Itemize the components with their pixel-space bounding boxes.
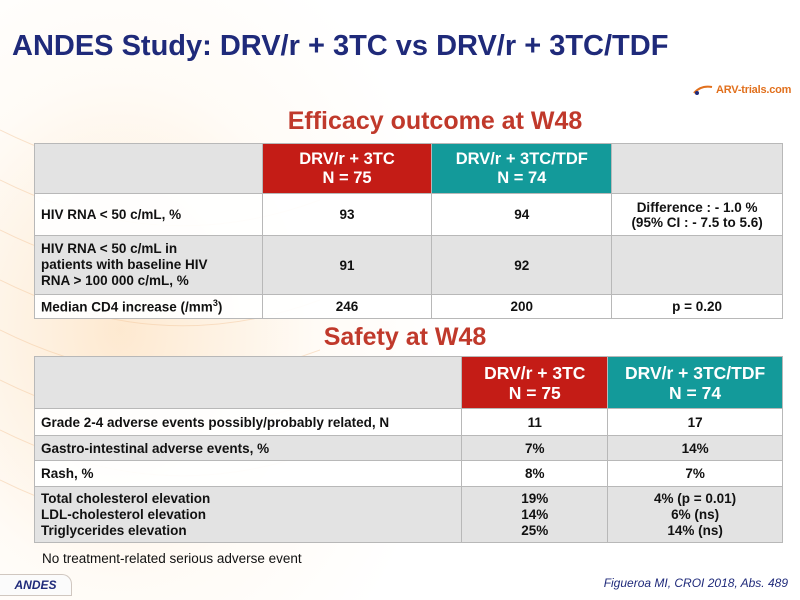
logo-swoosh-icon: [693, 85, 713, 95]
efficacy-heading: Efficacy outcome at W48: [287, 107, 583, 135]
row-label: Gastro-intestinal adverse events, %: [33, 435, 463, 461]
row-label-end: ): [217, 299, 223, 315]
safety-table: DRV/r + 3TC N = 75 DRV/r + 3TC/TDF N = 7…: [33, 356, 783, 543]
arm2-header: DRV/r + 3TC/TDF N = 74: [607, 356, 783, 409]
row-label: Grade 2-4 adverse events possibly/probab…: [33, 408, 463, 436]
comparison-value: [611, 235, 783, 295]
arm2-name: DRV/r + 3TC/TDF: [624, 362, 766, 383]
arm2-value-line: 6% (ns): [671, 506, 720, 522]
arm1-n: N = 75: [508, 382, 561, 403]
arm1-name: DRV/r + 3TC: [299, 149, 395, 168]
arm1-n: N = 75: [322, 168, 372, 187]
arm1-value-line: 25%: [521, 522, 549, 538]
efficacy-header-row: DRV/r + 3TC N = 75 DRV/r + 3TC/TDF N = 7…: [34, 143, 783, 194]
row-label-superscript: 3: [212, 298, 218, 309]
table-row: Median CD4 increase (/mm3) 246 200 p = 0…: [34, 294, 783, 319]
arm2-value: 200: [431, 294, 613, 319]
row-label-line: LDL-cholesterol elevation: [41, 506, 207, 522]
arm2-value: 17: [607, 408, 783, 436]
arm2-value: 94: [431, 193, 613, 236]
row-label: Total cholesterol elevation LDL-choleste…: [33, 486, 463, 543]
header-blank-cell: [611, 143, 783, 194]
arm2-value-line: 14% (ns): [667, 522, 723, 538]
table-row: Rash, % 8% 7%: [33, 460, 783, 487]
row-label-line: Triglycerides elevation: [41, 522, 187, 538]
logo-text: ARV-trials.com: [716, 84, 792, 96]
arm2-header: DRV/r + 3TC/TDF N = 74: [431, 143, 613, 194]
arm2-name: DRV/r + 3TC/TDF: [455, 149, 588, 168]
table-row: HIV RNA < 50 c/mL in patients with basel…: [34, 235, 783, 295]
arm1-value: 8%: [461, 460, 609, 487]
row-label: HIV RNA < 50 c/mL, %: [34, 193, 263, 236]
difference-text: Difference : - 1.0 %: [636, 199, 758, 215]
arm2-n: N = 74: [669, 382, 722, 403]
comparison-value: p = 0.20: [611, 294, 783, 319]
efficacy-table: DRV/r + 3TC N = 75 DRV/r + 3TC/TDF N = 7…: [34, 143, 783, 319]
table-row: Grade 2-4 adverse events possibly/probab…: [33, 408, 783, 436]
arm1-value: 11: [461, 408, 609, 436]
arm2-value: 4% (p = 0.01) 6% (ns) 14% (ns): [607, 486, 783, 543]
arm2-value: 92: [431, 235, 613, 295]
arm1-value: 91: [261, 235, 433, 295]
row-label-line: HIV RNA < 50 c/mL in: [41, 241, 178, 256]
header-blank-cell: [34, 143, 263, 194]
arm1-value: 246: [261, 294, 433, 319]
ci-text: (95% CI : - 7.5 to 5.6): [631, 214, 763, 230]
row-label: Median CD4 increase (/mm3): [34, 294, 263, 319]
arm1-header: DRV/r + 3TC N = 75: [461, 356, 609, 409]
arm2-value: 14%: [607, 435, 783, 461]
arm1-value-line: 14%: [521, 506, 549, 522]
row-label-line: RNA > 100 000 c/mL, %: [41, 273, 189, 288]
row-label: HIV RNA < 50 c/mL in patients with basel…: [34, 235, 263, 295]
arm1-value: 7%: [461, 435, 609, 461]
arm1-name: DRV/r + 3TC: [484, 362, 586, 383]
citation: Figueroa MI, CROI 2018, Abs. 489: [603, 576, 788, 590]
table-row: HIV RNA < 50 c/mL, % 93 94 Difference : …: [34, 193, 783, 236]
arm1-value-line: 19%: [521, 490, 549, 506]
table-row: Gastro-intestinal adverse events, % 7% 1…: [33, 435, 783, 461]
table-row: Total cholesterol elevation LDL-choleste…: [33, 486, 783, 543]
arm1-value: 93: [261, 193, 433, 236]
arm2-n: N = 74: [497, 168, 547, 187]
row-label-line: Total cholesterol elevation: [41, 490, 211, 506]
arm1-header: DRV/r + 3TC N = 75: [261, 143, 433, 194]
arm2-value-line: 4% (p = 0.01): [654, 490, 737, 506]
study-tag: ANDES: [0, 574, 72, 596]
slide-title: ANDES Study: DRV/r + 3TC vs DRV/r + 3TC/…: [12, 30, 669, 62]
row-label-text: Median CD4 increase (/mm: [41, 299, 213, 315]
safety-heading: Safety at W48: [323, 323, 487, 351]
footnote: No treatment-related serious adverse eve…: [42, 551, 302, 566]
header-blank-cell: [33, 356, 463, 409]
arm1-value: 19% 14% 25%: [461, 486, 609, 543]
safety-header-row: DRV/r + 3TC N = 75 DRV/r + 3TC/TDF N = 7…: [33, 356, 783, 409]
row-label-line: patients with baseline HIV: [41, 257, 208, 272]
arv-trials-logo: ARV-trials.com: [693, 82, 791, 98]
comparison-value: Difference : - 1.0 % (95% CI : - 7.5 to …: [611, 193, 783, 236]
row-label: Rash, %: [33, 460, 463, 487]
arm2-value: 7%: [607, 460, 783, 487]
